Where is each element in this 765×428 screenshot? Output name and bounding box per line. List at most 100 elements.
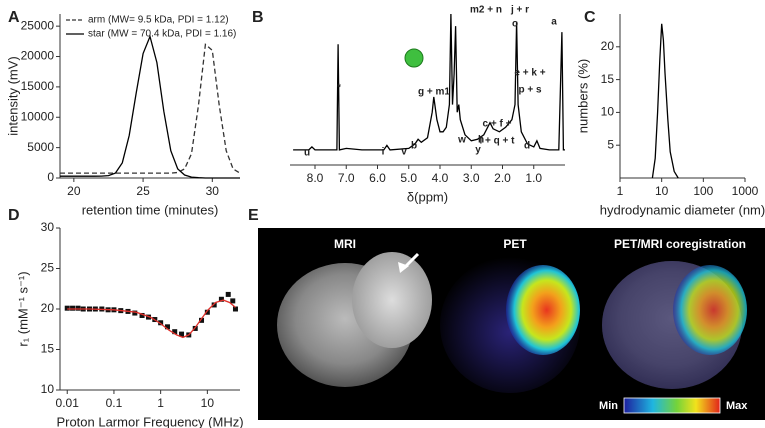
data-point <box>70 305 76 311</box>
x-tick-label: 5.0 <box>400 171 417 185</box>
panel-letter: D <box>8 207 20 224</box>
data-line <box>67 299 236 339</box>
x-tick-label: 0.01 <box>56 396 80 410</box>
image-title: MRI <box>334 237 356 251</box>
peak-label: y <box>475 145 481 156</box>
x-tick-label: 8.0 <box>307 171 324 185</box>
x-tick-label: 20 <box>67 184 81 198</box>
data-point <box>199 317 205 323</box>
y-tick-label: 25000 <box>21 18 55 32</box>
data-line <box>60 43 241 174</box>
y-tick-label: 10 <box>41 382 55 396</box>
panel-letter: C <box>584 9 596 26</box>
peak-label: g + m1 <box>418 87 450 98</box>
y-tick-label: 15 <box>601 72 615 86</box>
peak-label: * <box>337 83 341 94</box>
mri-image <box>277 252 432 387</box>
peak-label: e + k + <box>514 68 545 79</box>
data-line <box>60 34 240 179</box>
panel-e: MRI PET PET/MRI coregistration Min Max <box>258 228 765 420</box>
data-point <box>158 320 164 326</box>
y-tick-label: 25 <box>41 261 55 275</box>
x-axis-label: δ(ppm) <box>407 189 448 204</box>
x-axis-label: retention time (minutes) <box>82 202 219 217</box>
peak-label: j + r <box>510 5 529 16</box>
y-tick-label: 10000 <box>21 109 55 123</box>
data-point <box>211 302 217 308</box>
data-line <box>651 23 679 179</box>
peak-label: b <box>411 141 417 152</box>
coreg-hotspot <box>673 265 747 355</box>
x-tick-label: 1 <box>617 184 624 198</box>
peak-label: l + q + t <box>479 136 515 147</box>
peak-label: u <box>304 148 310 159</box>
peak-label: c + f + <box>483 119 512 130</box>
data-point <box>232 306 238 312</box>
peak-label: i <box>382 147 385 158</box>
x-tick-label: 1000 <box>732 184 759 198</box>
x-tick-label: 30 <box>206 184 220 198</box>
x-tick-label: 10 <box>201 396 215 410</box>
x-tick-label: 10 <box>655 184 669 198</box>
x-tick-label: 6.0 <box>369 171 386 185</box>
y-tick-label: 15000 <box>21 79 55 93</box>
peak-label: h <box>478 135 484 146</box>
data-point <box>75 305 81 311</box>
x-tick-label: 3.0 <box>463 171 480 185</box>
y-tick-label: 20 <box>41 301 55 315</box>
y-tick-label: 15 <box>41 342 55 356</box>
colorbar-label: Min <box>599 400 618 412</box>
data-point <box>132 310 138 316</box>
arrow-head <box>398 262 409 273</box>
x-axis-label: hydrodynamic diameter (nm) <box>600 202 765 217</box>
peak-label: w <box>457 135 466 146</box>
panel-letter: A <box>8 9 20 26</box>
legend-label: arm (MW= 9.5 kDa, PDI = 1.12) <box>88 15 229 26</box>
pet-hotspot <box>506 265 580 355</box>
y-tick-label: 0 <box>47 170 54 184</box>
data-point <box>230 298 236 304</box>
y-axis-label: intensity (mV) <box>5 56 20 135</box>
panel-letter: B <box>252 9 264 26</box>
data-point <box>225 291 231 297</box>
y-tick-label: 5 <box>607 137 614 151</box>
image-title: PET/MRI coregistration <box>614 237 746 251</box>
pet-image <box>440 257 580 393</box>
data-point <box>204 309 210 315</box>
y-axis-label: r₁ (mM⁻¹ s⁻¹) <box>15 271 30 346</box>
panel-letter: E <box>248 207 259 224</box>
peak-label: d <box>524 141 530 152</box>
y-tick-label: 10 <box>601 105 615 119</box>
y-tick-label: 20000 <box>21 49 55 63</box>
y-tick-label: 30 <box>41 220 55 234</box>
peak-label: v <box>401 147 407 158</box>
legend-label: star (MW = 70.4 kDa, PDI = 1.16) <box>88 29 236 40</box>
x-tick-label: 100 <box>693 184 713 198</box>
data-point <box>218 296 224 302</box>
data-point <box>164 324 170 330</box>
data-point <box>64 305 70 311</box>
x-tick-label: 1 <box>157 396 164 410</box>
data-point <box>172 329 178 335</box>
y-tick-label: 5000 <box>27 140 54 154</box>
colorbar <box>623 397 721 414</box>
peak-label: m2 + n <box>470 5 502 16</box>
x-tick-label: 2.0 <box>494 171 511 185</box>
x-tick-label: 1.0 <box>525 171 542 185</box>
coreg-image <box>602 261 747 389</box>
nanoparticle-icon <box>404 48 424 68</box>
peak-label: o <box>512 19 518 30</box>
image-title: PET <box>503 237 527 251</box>
colorbar-label: Max <box>726 400 748 412</box>
x-axis-label: Proton Larmor Frequency (MHz) <box>56 414 243 428</box>
x-tick-label: 25 <box>136 184 150 198</box>
data-point <box>179 331 185 337</box>
x-tick-label: 0.1 <box>106 396 123 410</box>
peak-label: p + s <box>518 85 542 96</box>
y-tick-label: 20 <box>601 39 615 53</box>
mri-tumor <box>352 252 432 348</box>
y-axis-label: numbers (%) <box>575 59 590 133</box>
x-tick-label: 4.0 <box>432 171 449 185</box>
